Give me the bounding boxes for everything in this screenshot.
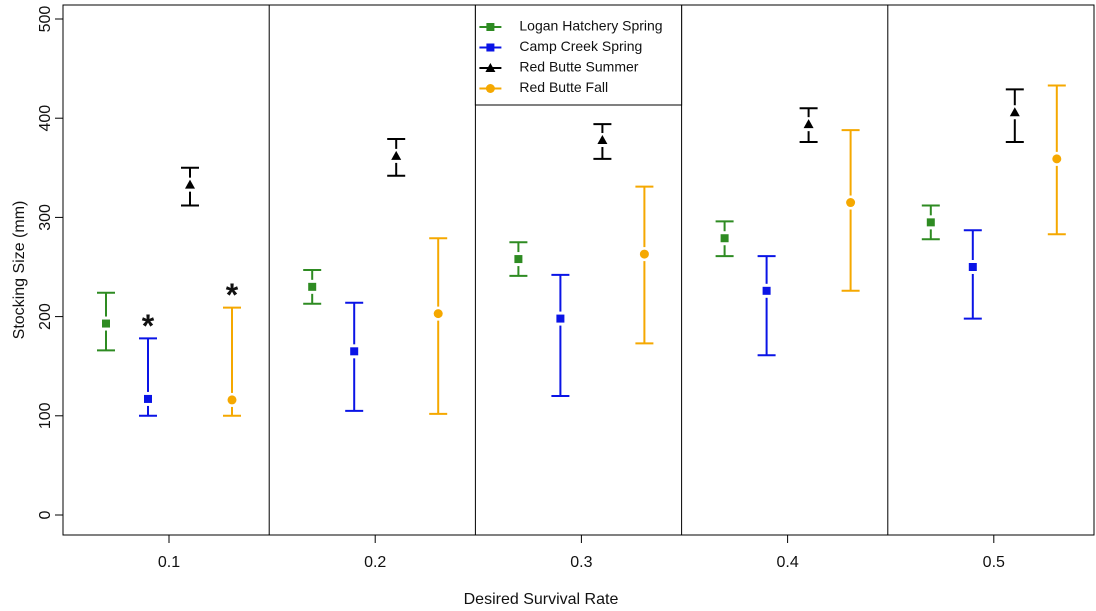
y-axis-title: Stocking Size (mm) xyxy=(11,201,28,340)
data-point xyxy=(144,394,152,403)
x-tick-label: 0.2 xyxy=(364,554,386,571)
legend-marker xyxy=(485,84,495,93)
data-point xyxy=(350,347,359,356)
x-tick-label: 0.4 xyxy=(776,554,798,571)
data-point xyxy=(720,234,729,243)
data-point xyxy=(926,218,935,227)
data-point xyxy=(391,150,402,160)
legend-label: Logan Hatchery Spring xyxy=(519,18,662,34)
legend-marker xyxy=(486,23,495,31)
annotation: * xyxy=(142,308,155,344)
data-point xyxy=(803,119,814,129)
x-tick-label: 0.1 xyxy=(158,554,180,571)
data-point xyxy=(762,286,771,295)
data-point xyxy=(846,198,856,208)
annotation: * xyxy=(226,277,239,313)
y-tick-label: 100 xyxy=(37,402,54,429)
data-point xyxy=(227,395,237,405)
data-point xyxy=(308,282,317,291)
x-tick-label: 0.5 xyxy=(983,554,1005,571)
data-point xyxy=(1052,154,1062,164)
data-point xyxy=(639,249,649,259)
data-point xyxy=(556,314,565,323)
legend-marker xyxy=(485,63,496,72)
data-point xyxy=(514,255,523,264)
legend-box xyxy=(474,4,683,106)
y-tick-label: 500 xyxy=(37,6,54,33)
y-tick-label: 0 xyxy=(37,510,54,519)
legend-label: Camp Creek Spring xyxy=(519,38,642,54)
data-point xyxy=(185,179,195,189)
data-point xyxy=(968,263,977,271)
data-point xyxy=(1009,107,1020,117)
legend-marker xyxy=(486,43,495,52)
legend-label: Red Butte Fall xyxy=(519,79,608,95)
data-point xyxy=(102,319,110,328)
y-tick-label: 300 xyxy=(37,204,54,231)
x-tick-label: 0.3 xyxy=(570,554,592,571)
legend: Logan Hatchery Spring Camp Creek Spring Re… xyxy=(474,4,683,106)
legend-label: Red Butte Summer xyxy=(519,59,638,75)
y-tick-label: 200 xyxy=(37,303,54,330)
x-axis-title: Desired Survival Rate xyxy=(464,591,619,608)
data-point xyxy=(597,135,608,145)
data-point xyxy=(433,309,443,319)
y-tick-label: 400 xyxy=(37,105,54,132)
